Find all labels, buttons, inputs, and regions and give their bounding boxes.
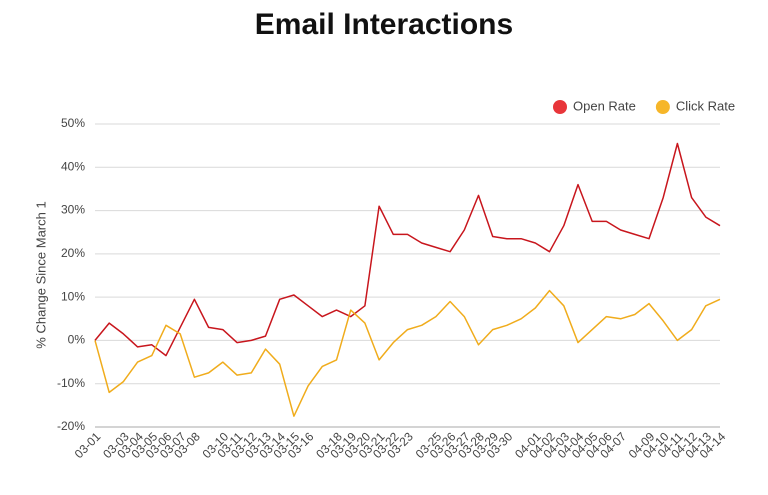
chart-title: Email Interactions: [255, 8, 513, 41]
y-tick-label: -10%: [57, 376, 85, 390]
y-tick-label: 40%: [61, 159, 85, 173]
y-tick-label: 10%: [61, 289, 85, 303]
y-tick-label: -20%: [57, 419, 85, 433]
y-tick-label: 20%: [61, 246, 85, 260]
legend-label: Click Rate: [676, 98, 735, 113]
y-tick-label: 50%: [61, 116, 85, 130]
y-axis-label: % Change Since March 1: [33, 201, 48, 348]
x-tick-label: 03-01: [72, 429, 104, 461]
legend-label: Open Rate: [573, 98, 636, 113]
legend-marker: [553, 100, 567, 114]
y-tick-label: 0%: [68, 333, 86, 347]
y-tick-label: 30%: [61, 203, 85, 217]
data-line: [94, 289, 721, 417]
data-line: [94, 142, 721, 357]
legend-marker: [655, 100, 670, 114]
